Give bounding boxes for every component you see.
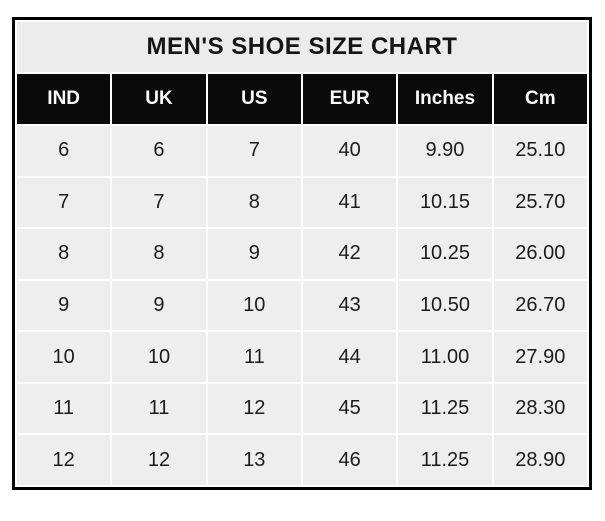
table-row: 11 11 12 45 11.25 28.30 — [17, 383, 587, 434]
cell-uk: 8 — [112, 229, 206, 279]
table-header-row: IND UK US EUR Inches Cm — [17, 74, 587, 124]
cell-us: 8 — [207, 177, 301, 228]
cell-us: 10 — [207, 280, 301, 331]
cell-us: 13 — [207, 435, 301, 485]
cell-inches: 10.15 — [398, 177, 492, 228]
cell-cm: 28.90 — [493, 435, 587, 485]
cell-cm: 26.70 — [493, 280, 587, 331]
cell-cm: 25.70 — [493, 177, 587, 228]
column-header-uk: UK — [112, 74, 206, 124]
cell-cm: 26.00 — [493, 229, 587, 279]
cell-eur: 44 — [302, 332, 397, 382]
cell-us: 12 — [207, 383, 301, 434]
table-body: 6 6 7 40 9.90 25.10 7 7 8 41 10.15 25.70 8 8 9 42 10.25 2… — [17, 126, 587, 485]
table-row: 12 12 13 46 11.25 28.90 — [17, 435, 587, 485]
cell-eur: 43 — [302, 280, 397, 331]
cell-inches: 11.25 — [398, 383, 492, 434]
cell-eur: 40 — [302, 126, 397, 176]
column-header-us: US — [207, 74, 301, 124]
title-row: MEN'S SHOE SIZE CHART — [17, 22, 587, 72]
column-header-ind: IND — [17, 74, 111, 124]
table-row: 10 10 11 44 11.00 27.90 — [17, 332, 587, 382]
table-row: 7 7 8 41 10.15 25.70 — [17, 177, 587, 228]
table-row: 6 6 7 40 9.90 25.10 — [17, 126, 587, 176]
cell-cm: 25.10 — [493, 126, 587, 176]
column-header-eur: EUR — [302, 74, 397, 124]
cell-inches: 10.25 — [398, 229, 492, 279]
cell-ind: 7 — [17, 177, 111, 228]
cell-uk: 12 — [112, 435, 206, 485]
cell-uk: 9 — [112, 280, 206, 331]
table-row: 8 8 9 42 10.25 26.00 — [17, 229, 587, 279]
cell-cm: 28.30 — [493, 383, 587, 434]
cell-inches: 10.50 — [398, 280, 492, 331]
cell-ind: 12 — [17, 435, 111, 485]
cell-eur: 41 — [302, 177, 397, 228]
cell-uk: 10 — [112, 332, 206, 382]
column-header-inches: Inches — [398, 74, 492, 124]
cell-us: 9 — [207, 229, 301, 279]
cell-us: 7 — [207, 126, 301, 176]
table-row: 9 9 10 43 10.50 26.70 — [17, 280, 587, 331]
column-header-cm: Cm — [493, 74, 587, 124]
chart-title: MEN'S SHOE SIZE CHART — [17, 22, 587, 72]
cell-eur: 45 — [302, 383, 397, 434]
cell-inches: 9.90 — [398, 126, 492, 176]
cell-uk: 7 — [112, 177, 206, 228]
cell-ind: 9 — [17, 280, 111, 331]
cell-eur: 42 — [302, 229, 397, 279]
cell-ind: 8 — [17, 229, 111, 279]
cell-cm: 27.90 — [493, 332, 587, 382]
cell-eur: 46 — [302, 435, 397, 485]
cell-uk: 11 — [112, 383, 206, 434]
cell-ind: 11 — [17, 383, 111, 434]
cell-inches: 11.00 — [398, 332, 492, 382]
cell-us: 11 — [207, 332, 301, 382]
cell-inches: 11.25 — [398, 435, 492, 485]
cell-ind: 10 — [17, 332, 111, 382]
cell-ind: 6 — [17, 126, 111, 176]
size-table: MEN'S SHOE SIZE CHART IND UK US EUR Inches Cm… — [12, 17, 592, 490]
cell-uk: 6 — [112, 126, 206, 176]
